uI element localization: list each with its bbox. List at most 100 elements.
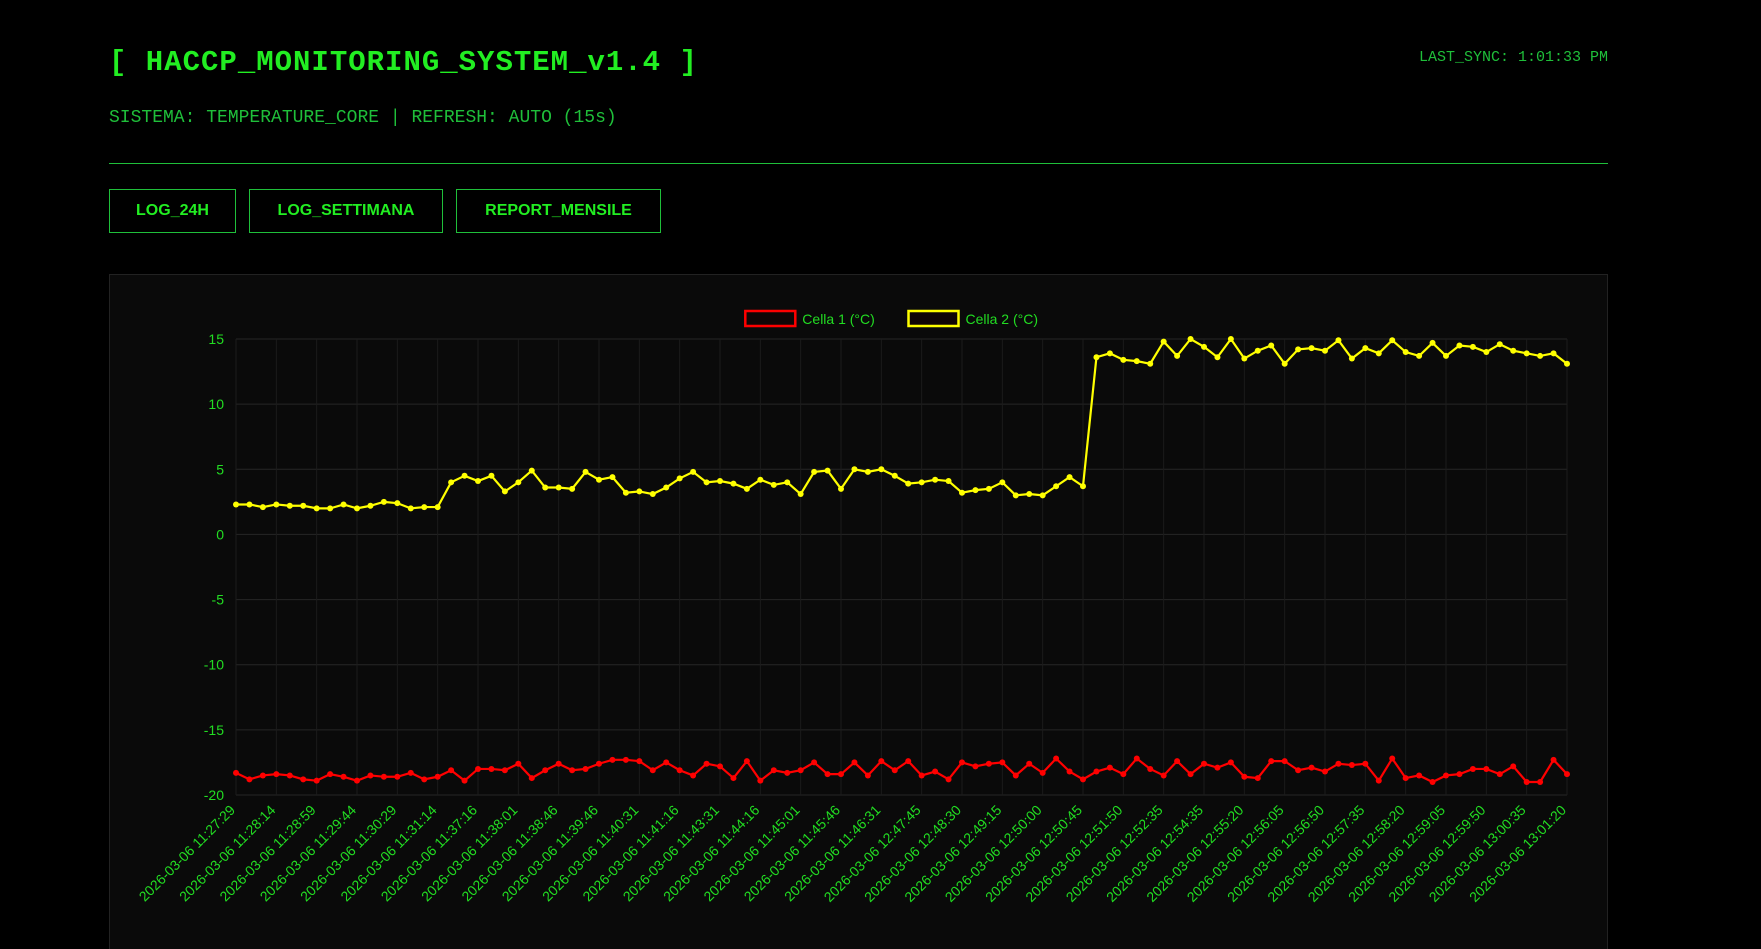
point bbox=[1362, 760, 1369, 767]
point bbox=[1375, 777, 1382, 784]
point bbox=[1106, 350, 1113, 357]
point bbox=[233, 501, 239, 508]
point bbox=[1483, 765, 1490, 772]
y-tick-label: -5 bbox=[212, 592, 225, 608]
point bbox=[864, 468, 871, 475]
point bbox=[1174, 352, 1181, 359]
point bbox=[1187, 336, 1194, 342]
point bbox=[1053, 483, 1060, 490]
point bbox=[1268, 758, 1275, 765]
point bbox=[999, 759, 1006, 766]
point bbox=[569, 485, 576, 492]
point bbox=[1080, 776, 1086, 783]
point bbox=[1241, 773, 1248, 780]
point bbox=[246, 776, 253, 783]
point bbox=[421, 504, 428, 511]
point bbox=[1106, 764, 1113, 771]
point bbox=[1201, 343, 1207, 350]
point bbox=[1389, 337, 1396, 344]
button[interactable]: REPORT_MENSILE bbox=[456, 189, 661, 233]
point bbox=[649, 491, 656, 498]
point bbox=[1160, 772, 1167, 779]
subtitle: SISTEMA: TEMPERATURE_CORE | REFRESH: AUT… bbox=[109, 108, 617, 128]
point bbox=[663, 759, 670, 766]
point bbox=[1281, 758, 1288, 765]
point bbox=[1469, 765, 1476, 772]
point bbox=[1254, 347, 1261, 354]
point bbox=[1214, 354, 1221, 361]
point bbox=[380, 773, 387, 780]
point bbox=[1308, 345, 1315, 352]
point bbox=[891, 472, 898, 479]
point bbox=[851, 759, 858, 766]
point bbox=[663, 484, 670, 491]
point bbox=[757, 476, 764, 483]
point bbox=[972, 763, 979, 770]
point bbox=[985, 760, 992, 767]
legend-swatch bbox=[744, 309, 797, 328]
point bbox=[918, 772, 925, 779]
point bbox=[313, 777, 320, 784]
point bbox=[1322, 347, 1328, 354]
chart-panel bbox=[109, 274, 1608, 949]
point bbox=[515, 479, 522, 486]
point bbox=[555, 484, 562, 491]
point bbox=[905, 480, 912, 487]
point bbox=[784, 769, 791, 776]
last-sync: LAST_SYNC: 1:01:33 PM bbox=[1418, 49, 1608, 66]
point bbox=[475, 478, 481, 485]
point bbox=[690, 772, 697, 779]
legend-swatch bbox=[907, 309, 960, 328]
button[interactable]: LOG_SETTIMANA bbox=[249, 189, 443, 233]
point bbox=[649, 767, 656, 774]
point bbox=[703, 760, 710, 767]
y-tick-label: 15 bbox=[208, 331, 224, 347]
point bbox=[609, 756, 616, 763]
y-tick-label: -20 bbox=[204, 787, 224, 803]
point bbox=[1295, 767, 1302, 774]
point bbox=[1443, 772, 1449, 779]
point bbox=[1120, 771, 1127, 778]
legend-label: Cella 1 (°C) bbox=[802, 311, 875, 327]
point bbox=[461, 472, 468, 479]
point bbox=[1550, 350, 1557, 357]
y-tick-label: 0 bbox=[216, 526, 224, 542]
point bbox=[824, 771, 831, 778]
point bbox=[730, 480, 737, 487]
point bbox=[1201, 760, 1207, 767]
point bbox=[1227, 759, 1234, 766]
point bbox=[985, 485, 992, 492]
point bbox=[528, 467, 535, 474]
point bbox=[1012, 492, 1019, 499]
point bbox=[1039, 769, 1046, 776]
point bbox=[448, 767, 455, 774]
point bbox=[569, 767, 576, 774]
point bbox=[1456, 771, 1463, 778]
point bbox=[273, 771, 280, 778]
point bbox=[1308, 764, 1315, 771]
point bbox=[1133, 358, 1140, 365]
point bbox=[1496, 771, 1503, 778]
point bbox=[932, 768, 939, 775]
point bbox=[555, 760, 562, 767]
point bbox=[286, 772, 293, 779]
point bbox=[1564, 771, 1570, 778]
point bbox=[596, 476, 602, 483]
button[interactable]: LOG_24H bbox=[109, 189, 236, 233]
point bbox=[1537, 352, 1544, 359]
point bbox=[797, 767, 804, 774]
point bbox=[1012, 772, 1019, 779]
point bbox=[475, 765, 481, 772]
y-tick-label: 5 bbox=[216, 461, 224, 477]
point bbox=[1254, 775, 1261, 782]
point bbox=[864, 772, 871, 779]
point bbox=[838, 771, 844, 778]
point bbox=[945, 478, 952, 485]
point bbox=[1039, 492, 1046, 499]
point bbox=[1133, 755, 1140, 762]
point bbox=[515, 760, 522, 767]
point bbox=[380, 498, 387, 505]
point bbox=[743, 485, 750, 492]
point bbox=[582, 468, 589, 475]
